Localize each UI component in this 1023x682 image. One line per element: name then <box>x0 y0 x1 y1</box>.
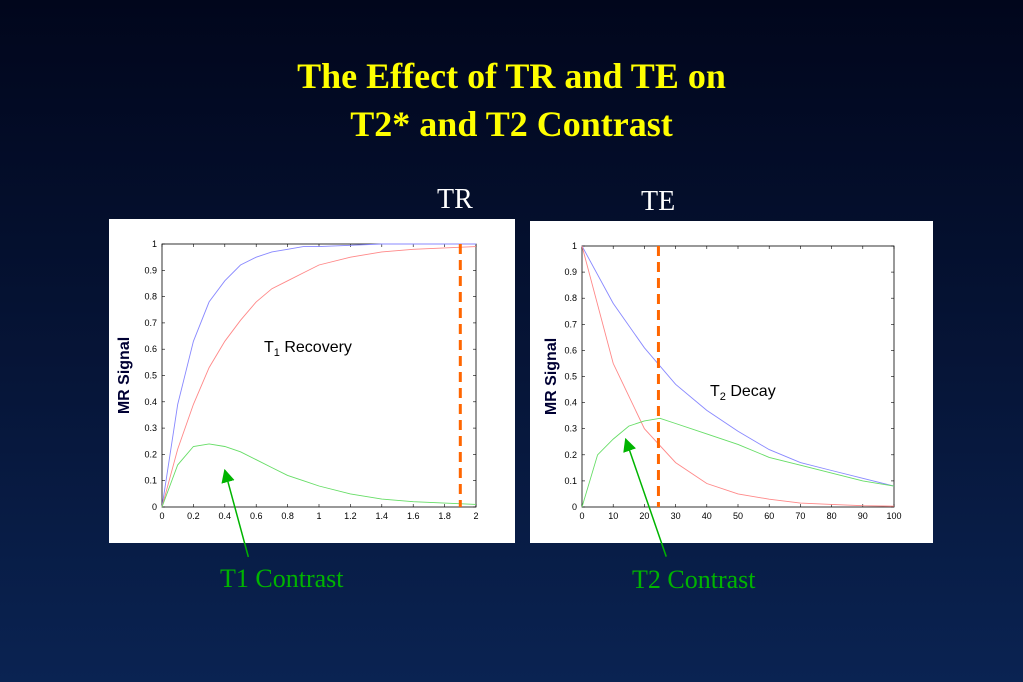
x-tick-label: 40 <box>702 511 712 521</box>
t1-recovery-chart: 0 0.2 0.4 0.6 0.8 1 1.2 1.4 1.6 1.8 2 0 0.1 0.2 0.3 0.4… <box>109 219 515 543</box>
x-tick-label: 30 <box>671 511 681 521</box>
x-tick-label: 1.6 <box>407 511 420 521</box>
y-tick-label: 0.1 <box>144 476 157 486</box>
t2-contrast-label: T2 Contrast <box>632 565 756 594</box>
x-tick-label: 1.8 <box>438 511 451 521</box>
x-tick-label: 80 <box>827 511 837 521</box>
series-line-2 <box>161 246 477 508</box>
y-tick-label: 0.5 <box>144 371 157 381</box>
y-tick-label: 1 <box>152 239 157 249</box>
x-tick-label: 0.2 <box>187 511 200 521</box>
y-tick-label: 0.9 <box>144 265 157 275</box>
series-line-3 <box>161 443 477 508</box>
y-tick-label: 1 <box>572 241 577 251</box>
x-tick-label: 60 <box>764 511 774 521</box>
t2-decay-chart: 0 10 20 30 40 50 60 70 80 90 100 0 0.1 0.2 0.3 0.4 0.5 0.… <box>530 221 933 543</box>
y-tick-label: 0 <box>152 502 157 512</box>
slide-title-line2: T2* and T2 Contrast <box>350 104 673 144</box>
slide-title-line1: The Effect of TR and TE on <box>297 56 726 96</box>
x-tick-label: 0 <box>579 511 584 521</box>
y-axis-label: MR Signal <box>543 338 560 415</box>
y-tick-label: 0.4 <box>564 398 577 408</box>
x-tick-label: 50 <box>733 511 743 521</box>
y-tick-label: 0.7 <box>564 319 577 329</box>
series-line-3 <box>581 417 895 508</box>
y-tick-label: 0.2 <box>564 450 577 460</box>
y-tick-label: 0.8 <box>564 293 577 303</box>
y-tick-label: 0.7 <box>144 318 157 328</box>
x-tick-label: 70 <box>795 511 805 521</box>
x-tick-label: 90 <box>858 511 868 521</box>
t1-recovery-plot: 0 0.2 0.4 0.6 0.8 1 1.2 1.4 1.6 1.8 2 0 0.1 0.2 0.3 0.4… <box>116 239 479 521</box>
x-tick-label: 2 <box>473 511 478 521</box>
x-tick-label: 0 <box>159 511 164 521</box>
x-tick-label: 1 <box>316 511 321 521</box>
x-tick-label: 0.8 <box>281 511 294 521</box>
x-tick-label: 0.6 <box>250 511 263 521</box>
y-tick-label: 0.3 <box>564 424 577 434</box>
y-tick-label: 0.2 <box>144 449 157 459</box>
y-tick-label: 0.5 <box>564 372 577 382</box>
y-tick-label: 0.9 <box>564 267 577 277</box>
curve-annotation: T2 Decay <box>710 383 776 403</box>
y-axis-label: MR Signal <box>116 337 133 414</box>
y-tick-label: 0.8 <box>144 292 157 302</box>
plot-frame <box>581 245 895 508</box>
y-tick-label: 0.3 <box>144 423 157 433</box>
te-axis-title: TE <box>641 186 676 217</box>
x-tick-label: 1.4 <box>376 511 389 521</box>
x-tick-label: 0.4 <box>219 511 232 521</box>
series-line-1 <box>581 245 895 487</box>
t2-decay-plot: 0 10 20 30 40 50 60 70 80 90 100 0 0.1 0.2 0.3 0.4 0.5 0.… <box>543 241 902 521</box>
t1-contrast-label: T1 Contrast <box>220 564 344 593</box>
series-line-2 <box>581 245 895 507</box>
x-tick-label: 10 <box>608 511 618 521</box>
y-tick-label: 0.4 <box>144 397 157 407</box>
x-tick-label: 1.2 <box>344 511 357 521</box>
x-tick-label: 20 <box>639 511 649 521</box>
plot-frame <box>161 243 477 508</box>
y-tick-label: 0.6 <box>144 344 157 354</box>
y-tick-label: 0.1 <box>564 476 577 486</box>
y-tick-label: 0.6 <box>564 345 577 355</box>
tr-axis-title: TR <box>437 184 473 215</box>
x-tick-label: 100 <box>886 511 901 521</box>
y-tick-label: 0 <box>572 502 577 512</box>
series-line-1 <box>161 243 476 508</box>
curve-annotation: T1 Recovery <box>264 339 352 359</box>
